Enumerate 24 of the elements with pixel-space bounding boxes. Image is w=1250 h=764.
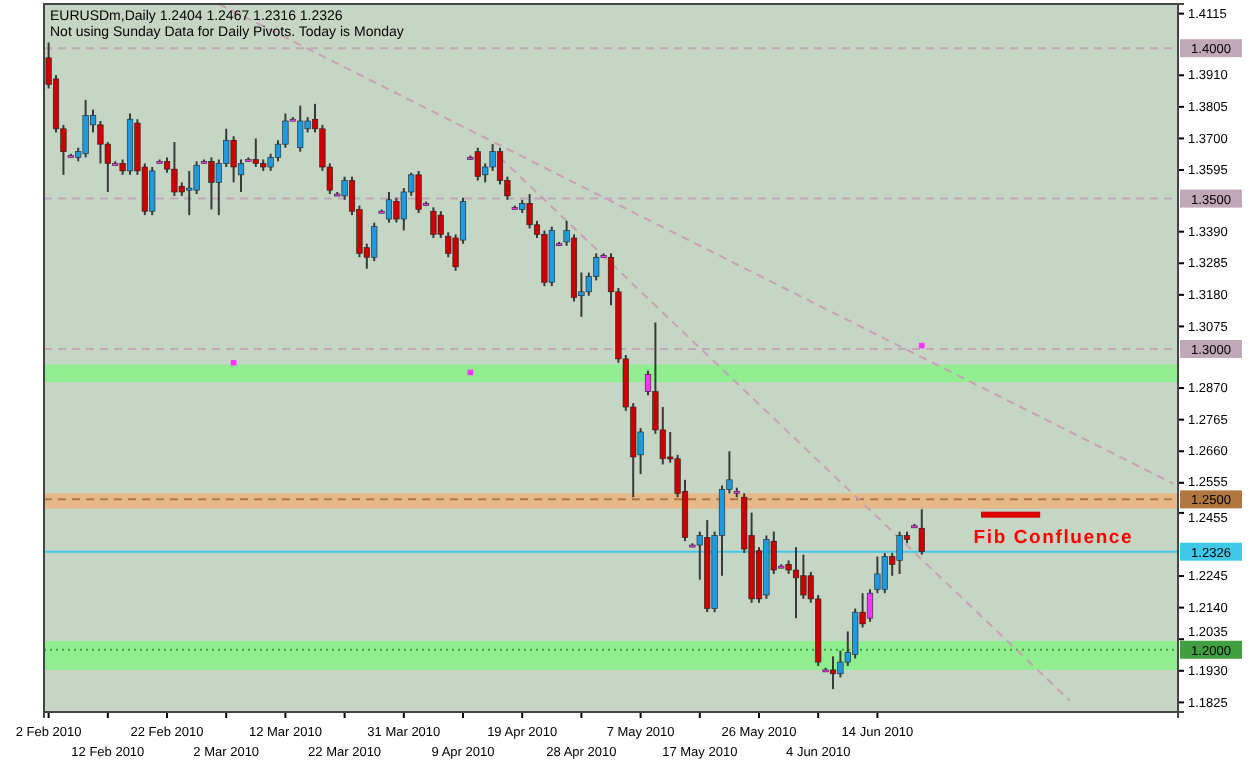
candlestick [252,137,259,169]
candlestick [415,169,422,215]
candlestick [829,655,837,691]
candlestick [171,141,178,197]
annotation: Fib Confluence [973,526,1134,549]
candlestick [393,196,400,224]
candlestick [896,530,903,575]
candlestick [230,135,237,184]
candlestick [297,104,304,153]
candlestick [208,156,215,211]
candlestick [881,551,888,595]
candlestick [918,508,925,556]
point [918,342,925,349]
candlestick [430,206,437,239]
candlestick [186,169,193,217]
candlestick [792,546,800,620]
candlestick [526,193,533,230]
candlestick [474,146,481,182]
candlestick [82,98,89,159]
candlestick [541,229,548,288]
candlestick [371,221,378,263]
point [230,359,237,366]
candlestick [385,190,393,224]
candlestick [149,166,156,217]
